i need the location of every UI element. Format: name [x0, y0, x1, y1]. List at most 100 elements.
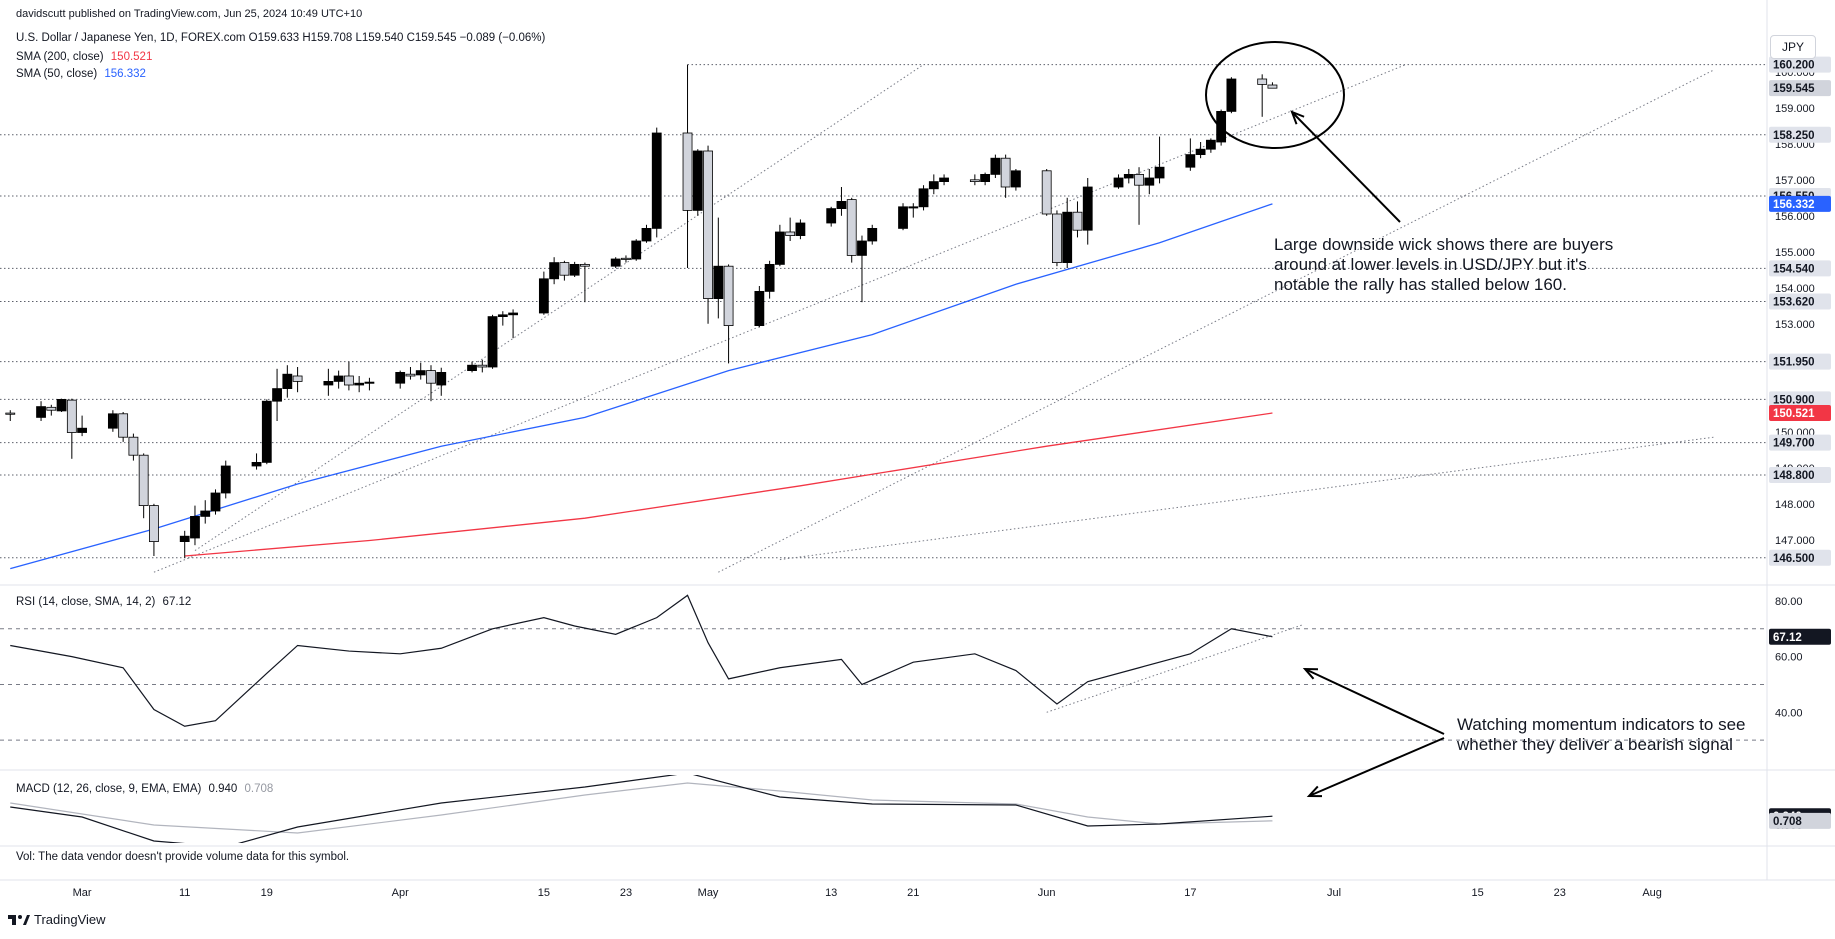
candle-body-36: [538, 278, 549, 314]
currency-badge[interactable]: JPY: [1770, 35, 1816, 59]
last-price-label: 159.545: [1773, 83, 1815, 95]
candle-body-78: [1134, 173, 1144, 186]
level-label-0-bg: [1769, 56, 1831, 73]
candle-body-84: [1216, 111, 1227, 143]
candle-body-79: [1144, 177, 1155, 186]
candlesticks: [5, 64, 1278, 558]
sma50-legend[interactable]: SMA (50, close) 156.332: [16, 68, 146, 80]
publisher-line: davidscutt published on TradingView.com,…: [16, 8, 363, 20]
candle-body-87: [1267, 84, 1278, 89]
candle-body-59: [857, 240, 867, 256]
time-tick-6: May: [698, 887, 719, 899]
candle-body-66: [969, 179, 980, 183]
price-tick-12: 159.000: [1775, 103, 1815, 115]
price-tick-8: 155.000: [1775, 247, 1815, 259]
candle-body-71: [1041, 170, 1052, 215]
sma200-axis-label: 150.521: [1773, 408, 1815, 420]
candle-body-0: [5, 412, 16, 415]
drawings: [1205, 41, 1445, 798]
sma200-line: [184, 412, 1273, 557]
tradingview-brand: TradingView: [34, 912, 106, 927]
candle-body-39: [569, 263, 580, 276]
level-label-4: 153.620: [1773, 296, 1815, 308]
sma200-legend[interactable]: SMA (200, close) 150.521: [16, 51, 152, 63]
symbol-legend[interactable]: U.S. Dollar / Japanese Yen, 1D, FOREX.co…: [16, 32, 545, 44]
symbol-legend-text: U.S. Dollar / Japanese Yen, 1D, FOREX.co…: [16, 32, 546, 44]
candle-body-77: [1123, 173, 1134, 179]
momentum-annotation: Watching momentum indicators to see whet…: [1457, 715, 1746, 755]
moving-averages: [10, 203, 1273, 570]
macd-arrow-shaft: [1308, 737, 1445, 797]
candle-body-55: [795, 222, 806, 237]
level-label-0: 160.200: [1773, 60, 1815, 72]
candle-body-57: [836, 200, 847, 209]
rsi-legend[interactable]: RSI (14, close, SMA, 14, 2) 67.12: [16, 596, 191, 608]
candle-body-44: [641, 227, 652, 242]
rsi-axis-label-bg: [1769, 628, 1831, 645]
sma200-label: SMA (200, close): [16, 51, 104, 63]
tradingview-footer[interactable]: TradingView: [8, 912, 106, 927]
candle-body-69: [1000, 157, 1011, 188]
level-label-3-bg: [1769, 260, 1831, 277]
candle-body-3: [56, 398, 67, 412]
wick-arrow-shaft: [1291, 111, 1401, 223]
price-tick-7: 154.000: [1775, 283, 1815, 295]
candle-body-67: [980, 173, 991, 182]
candle-body-31: [467, 364, 477, 372]
rsi-pane: [0, 594, 1767, 741]
level-label-8-bg: [1769, 467, 1831, 483]
candle-body-64: [928, 181, 939, 190]
candle-body-25: [364, 381, 375, 384]
time-tick-0: Mar: [73, 887, 92, 899]
candle-body-24: [354, 382, 365, 386]
candle-body-43: [631, 240, 642, 260]
time-tick-12: 15: [1472, 887, 1484, 899]
candle-body-47: [692, 150, 703, 211]
candle-body-82: [1195, 148, 1206, 155]
candle-body-10: [149, 505, 159, 543]
candle-body-13: [200, 510, 211, 517]
candle-body-11: [179, 535, 190, 543]
candle-body-50: [723, 265, 734, 327]
candle-body-1: [36, 406, 46, 418]
level-label-4-bg: [1769, 293, 1831, 310]
candle-body-6: [107, 413, 118, 429]
candle-body-33: [487, 316, 498, 368]
momentum-annotation-line-2: whether they deliver a bearish signal: [1457, 735, 1733, 754]
candle-body-49: [713, 265, 724, 300]
macd-signal-line: [10, 782, 1273, 834]
candle-body-40: [580, 263, 590, 267]
time-tick-10: 17: [1184, 887, 1196, 899]
candle-body-32: [477, 364, 488, 368]
level-label-6: 150.900: [1773, 394, 1815, 406]
time-tick-9: Jun: [1038, 887, 1056, 899]
trendlines: [153, 64, 1714, 573]
level-label-9: 146.500: [1773, 553, 1815, 565]
macd-value: 0.940: [208, 783, 238, 795]
trendline-2: [718, 69, 1714, 573]
highlight-ellipse: [1205, 41, 1345, 149]
candle-body-74: [1072, 211, 1083, 231]
candle-body-46: [682, 132, 693, 211]
candle-body-22: [333, 375, 344, 382]
wick-annotation-line-2: around at lower levels in USD/JPY but it…: [1274, 255, 1587, 274]
price-tick-10: 157.000: [1775, 175, 1815, 187]
level-label-8: 148.800: [1773, 470, 1815, 482]
time-tick-11: Jul: [1327, 887, 1341, 899]
rsi-arrow-head: [1302, 667, 1319, 680]
price-tick-9: 156.000: [1775, 211, 1815, 223]
time-axis: Mar 11 19 Apr 15 23 May 13 21 Jun 17 Jul 15 23 Aug: [73, 887, 1662, 899]
macd-legend[interactable]: MACD (12, 26, close, 9, EMA, EMA) 0.940 …: [16, 783, 273, 795]
macd-label: MACD (12, 26, close, 9, EMA, EMA): [16, 783, 202, 795]
candle-body-34: [497, 314, 508, 317]
trendline-3: [779, 436, 1714, 561]
candle-body-14: [210, 492, 221, 512]
candle-body-86: [1257, 78, 1268, 85]
candle-body-26: [395, 371, 406, 384]
tradingview-logo-icon: [8, 913, 30, 926]
sma200-axis-label-bg: [1769, 405, 1831, 422]
rsi-tick-1: 60.00: [1775, 652, 1803, 664]
candle-body-54: [785, 231, 796, 236]
rsi-axis-label: 67.12: [1773, 632, 1802, 644]
